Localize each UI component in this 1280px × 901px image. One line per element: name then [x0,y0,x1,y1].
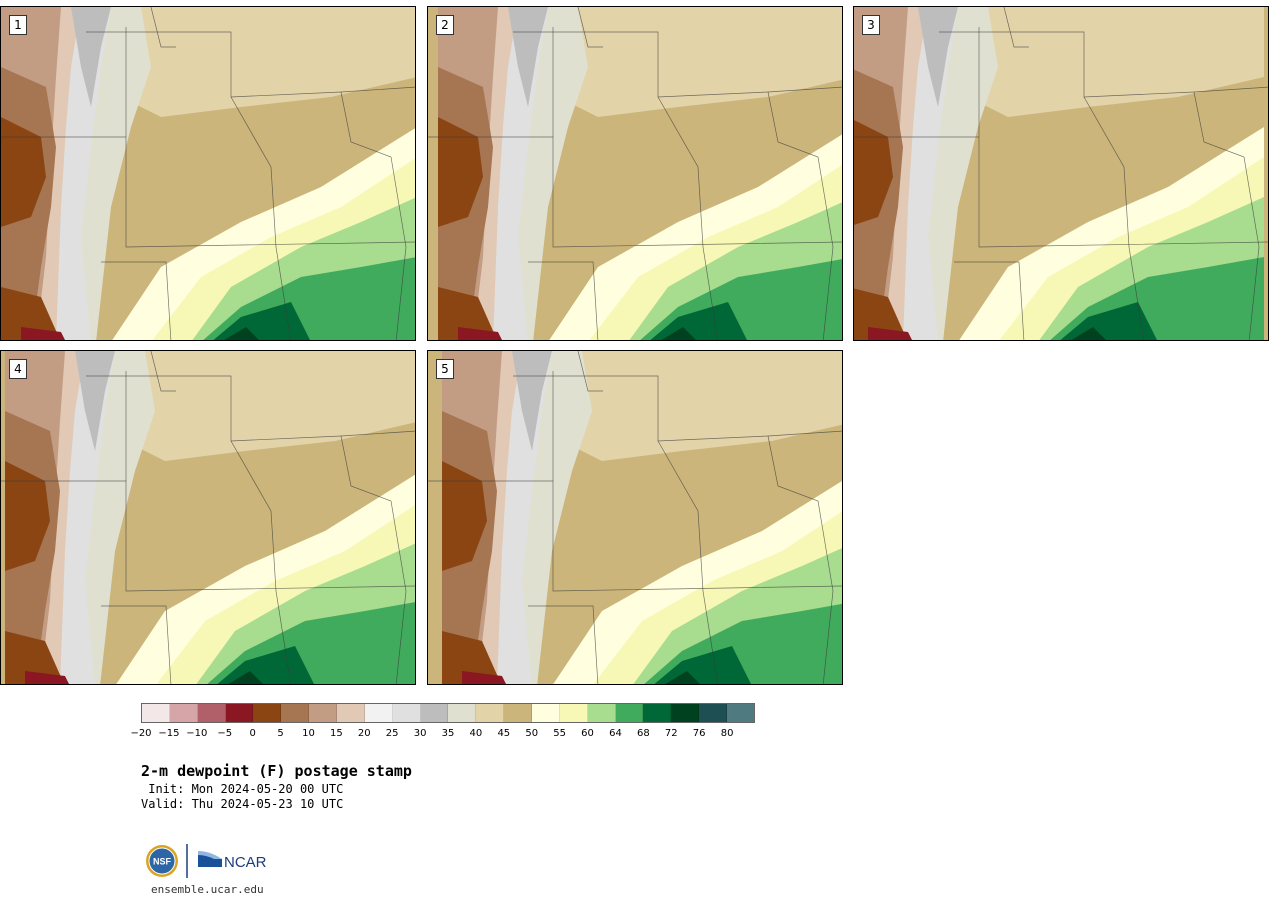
valid-time: Valid: Thu 2024-05-23 10 UTC [141,797,412,812]
map-panel-4: 4 [0,350,416,685]
colorbar [141,703,755,723]
panel-number-label: 5 [436,359,454,379]
colorbar-swatch [253,704,281,722]
colorbar-tick-label: 72 [665,728,678,739]
logos: NSF NCAR [144,843,274,879]
colorbar-swatch [643,704,671,722]
dewpoint-map [428,7,843,341]
colorbar-swatch [504,704,532,722]
colorbar-swatch [365,704,393,722]
colorbar-swatch [448,704,476,722]
panel-number-label: 2 [436,15,454,35]
ncar-logo: NCAR [198,851,267,871]
colorbar-tick-label: 80 [721,728,734,739]
map-panel-3: 3 [853,6,1269,341]
colorbar-swatch [616,704,644,722]
colorbar-tick-label: 10 [302,728,315,739]
colorbar-swatch [170,704,198,722]
colorbar-swatch [699,704,727,722]
map-panel-2: 2 [427,6,843,341]
colorbar-swatch [476,704,504,722]
map-panel-5: 5 [427,350,843,685]
title-block: 2-m dewpoint (F) postage stamp Init: Mon… [141,762,412,812]
colorbar-swatch [532,704,560,722]
colorbar-swatch [281,704,309,722]
colorbar-swatch [309,704,337,722]
colorbar-swatch [142,704,170,722]
dewpoint-map [428,351,843,685]
colorbar-tick-label: 45 [497,728,510,739]
nsf-logo-text: NSF [153,857,172,867]
colorbar-swatch [421,704,449,722]
colorbar-tick-label: −15 [158,728,179,739]
init-time: Init: Mon 2024-05-20 00 UTC [141,782,412,797]
colorbar-tick-label: 30 [414,728,427,739]
colorbar-tick-label: −20 [130,728,151,739]
colorbar-tick-labels: −20 −15 −10 −5 0 5 10 15 20 25 30 35 40 45 50 55 60 64 68 7… [141,728,755,742]
colorbar-tick-label: 40 [470,728,483,739]
dewpoint-map [1,7,416,341]
colorbar-tick-label: 76 [693,728,706,739]
panel-number-label: 1 [9,15,27,35]
colorbar-tick-label: 50 [525,728,538,739]
colorbar-swatch [560,704,588,722]
figure-title: 2-m dewpoint (F) postage stamp [141,762,412,780]
colorbar-tick-label: 68 [637,728,650,739]
colorbar-tick-label: 0 [249,728,255,739]
ncar-logo-text: NCAR [224,854,267,871]
colorbar-tick-label: 20 [358,728,371,739]
colorbar-tick-label: 64 [609,728,622,739]
colorbar-tick-label: 15 [330,728,343,739]
panel-number-label: 4 [9,359,27,379]
panel-number-label: 3 [862,15,880,35]
colorbar-swatch [226,704,254,722]
colorbar-tick-label: −10 [186,728,207,739]
colorbar-tick-label: −5 [217,728,232,739]
map-panel-1: 1 [0,6,416,341]
colorbar-swatch [588,704,616,722]
colorbar-swatch [337,704,365,722]
colorbar-tick-label: 5 [277,728,283,739]
website-url: ensemble.ucar.edu [151,883,264,896]
colorbar-tick-label: 55 [553,728,566,739]
colorbar-tick-label: 25 [386,728,399,739]
colorbar-swatch [198,704,226,722]
colorbar-swatch [671,704,699,722]
dewpoint-map [854,7,1269,341]
dewpoint-map [1,351,416,685]
colorbar-swatch [727,704,754,722]
colorbar-tick-label: 35 [442,728,455,739]
colorbar-tick-label: 60 [581,728,594,739]
nsf-logo: NSF [146,845,178,877]
colorbar-swatch [393,704,421,722]
